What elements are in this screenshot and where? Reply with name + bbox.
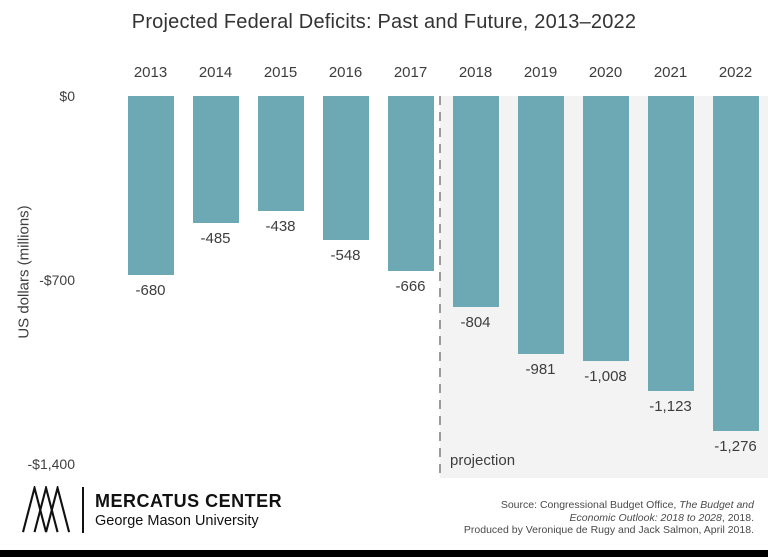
x-tick-label-2019: 2019 bbox=[523, 64, 558, 81]
x-tick-label-2016: 2016 bbox=[328, 64, 363, 81]
projection-divider-line bbox=[439, 96, 441, 478]
y-axis-title: US dollars (millions) bbox=[15, 205, 33, 339]
x-tick-label-2017: 2017 bbox=[393, 64, 428, 81]
x-tick-label-2014: 2014 bbox=[198, 64, 233, 81]
bar-value-label-2018: -804 bbox=[460, 314, 491, 331]
bar-2017 bbox=[387, 96, 434, 271]
x-tick-label-2021: 2021 bbox=[653, 64, 688, 81]
logo-text: MERCATUS CENTER George Mason University bbox=[95, 490, 282, 531]
logo-divider bbox=[82, 487, 84, 533]
y-tick-label: -$700 bbox=[39, 272, 75, 288]
bar-value-label-2016: -548 bbox=[330, 247, 361, 264]
y-tick-label: $0 bbox=[59, 88, 75, 104]
mercatus-logo-icon bbox=[21, 486, 71, 533]
bar-value-label-2022: -1,276 bbox=[714, 438, 757, 455]
bar-value-label-2017: -666 bbox=[395, 278, 426, 295]
bar-2013 bbox=[127, 96, 174, 275]
bar-2016 bbox=[322, 96, 369, 240]
bar-2014 bbox=[192, 96, 239, 223]
y-tick-label: -$1,400 bbox=[27, 456, 75, 472]
logo-subtitle: George Mason University bbox=[95, 512, 259, 529]
bar-value-label-2019: -981 bbox=[525, 361, 556, 378]
source-attribution: Source: Congressional Budget Office, The… bbox=[464, 499, 754, 537]
bar-value-label-2021: -1,123 bbox=[649, 398, 692, 415]
bar-2015 bbox=[257, 96, 304, 211]
bar-2018 bbox=[452, 96, 499, 307]
bar-2021 bbox=[647, 96, 694, 391]
bar-2022 bbox=[712, 96, 759, 431]
x-tick-label-2018: 2018 bbox=[458, 64, 493, 81]
x-tick-label-2022: 2022 bbox=[718, 64, 753, 81]
bar-2019 bbox=[517, 96, 564, 354]
bar-2020 bbox=[582, 96, 629, 361]
source-line-3: Produced by Veronique de Rugy and Jack S… bbox=[463, 524, 754, 536]
bottom-border bbox=[0, 550, 768, 557]
source-line-1: Source: Congressional Budget Office, The… bbox=[500, 499, 754, 511]
bar-value-label-2015: -438 bbox=[265, 218, 296, 235]
x-tick-label-2020: 2020 bbox=[588, 64, 623, 81]
chart-title: Projected Federal Deficits: Past and Fut… bbox=[131, 11, 637, 33]
projection-label: projection bbox=[450, 452, 516, 469]
bar-value-label-2020: -1,008 bbox=[584, 368, 627, 385]
source-line-2: Economic Outlook: 2018 to 2028, 2018. bbox=[569, 511, 754, 524]
bar-value-label-2013: -680 bbox=[135, 282, 166, 299]
mercatus-logo: MERCATUS CENTER George Mason University bbox=[18, 486, 282, 534]
x-tick-label-2013: 2013 bbox=[133, 64, 168, 81]
x-tick-label-2015: 2015 bbox=[263, 64, 298, 81]
bar-value-label-2014: -485 bbox=[200, 230, 231, 247]
logo-title: MERCATUS CENTER bbox=[95, 490, 283, 511]
